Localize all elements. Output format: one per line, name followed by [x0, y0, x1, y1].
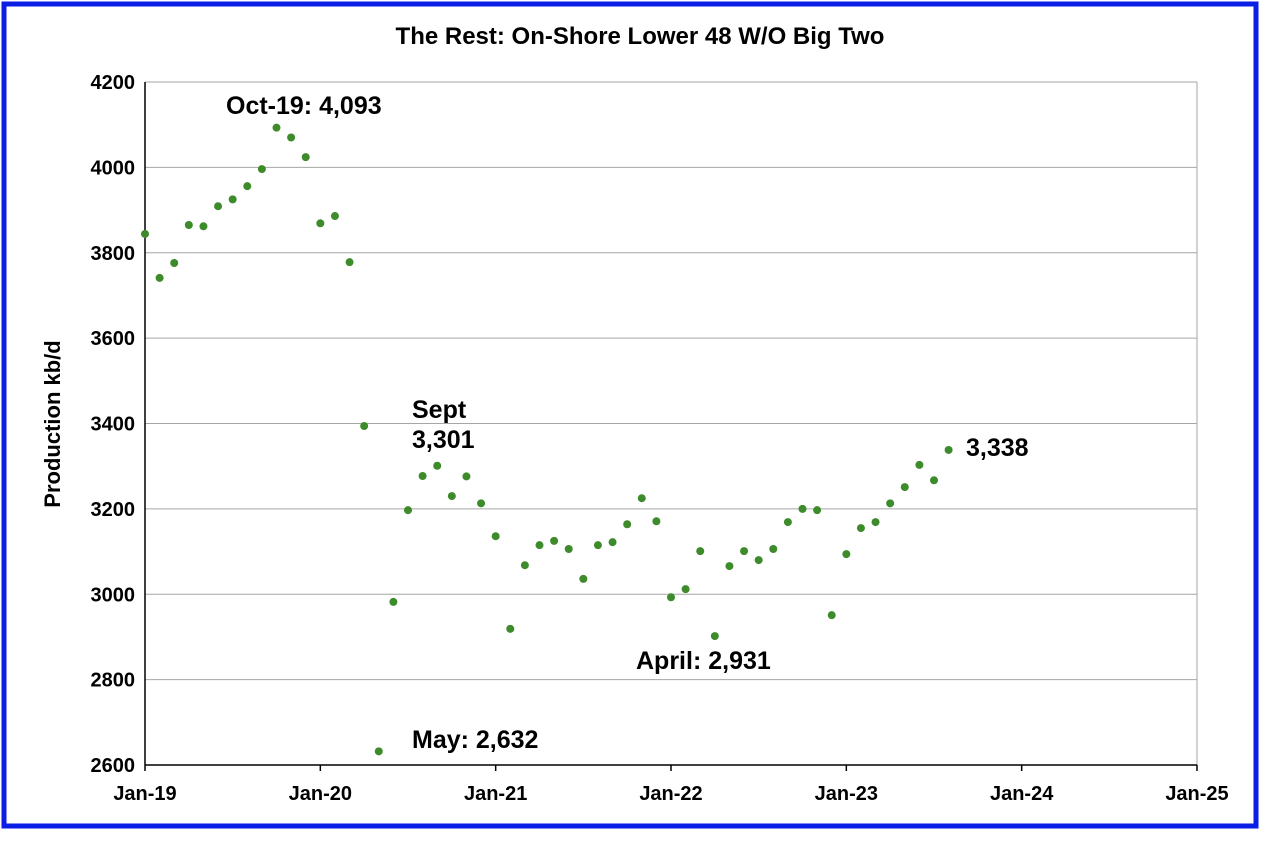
y-tick-label: 3800 — [91, 243, 136, 265]
data-point — [871, 518, 880, 527]
annotation: 3,338 — [966, 434, 1029, 462]
annotation: Oct-19: 4,093 — [226, 92, 382, 120]
data-point — [141, 229, 149, 238]
data-point — [243, 182, 252, 191]
data-point — [199, 222, 208, 231]
data-point — [360, 422, 369, 431]
x-tick-label: Jan-19 — [113, 783, 176, 805]
data-point — [798, 504, 807, 513]
data-point — [447, 492, 456, 501]
data-point — [842, 550, 851, 559]
data-point — [769, 545, 778, 554]
data-point — [579, 574, 588, 583]
data-point — [433, 461, 442, 470]
data-point — [287, 133, 296, 142]
y-tick-label: 4000 — [91, 157, 136, 179]
data-point — [637, 494, 646, 503]
data-point — [491, 532, 500, 541]
data-point — [228, 195, 237, 204]
data-point — [696, 547, 705, 556]
x-tick-label: Jan-22 — [639, 783, 702, 805]
data-point — [301, 153, 310, 162]
x-tick-label: Jan-21 — [464, 783, 527, 805]
data-point — [170, 258, 179, 267]
data-point — [374, 747, 383, 756]
data-point — [462, 472, 471, 481]
data-point — [520, 561, 529, 570]
data-point — [272, 123, 281, 132]
data-point — [550, 536, 559, 545]
data-point — [813, 506, 822, 515]
data-point — [506, 624, 515, 633]
data-point — [725, 562, 734, 571]
y-tick-label: 3000 — [91, 584, 136, 606]
data-point — [623, 520, 632, 529]
y-tick-label: 2600 — [91, 755, 136, 777]
data-point — [564, 545, 573, 554]
data-point — [608, 538, 617, 547]
data-point — [930, 476, 938, 485]
y-tick-label: 4200 — [91, 72, 136, 94]
annotation: 3,301 — [412, 426, 475, 454]
y-tick-label: 3600 — [91, 328, 136, 350]
data-point — [681, 585, 690, 594]
frame — [1, 1, 1259, 829]
chart-title: The Rest: On-Shore Lower 48 W/O Big Two — [396, 23, 885, 50]
data-point — [900, 483, 909, 492]
data-point — [155, 273, 164, 282]
x-tick-label: Jan-23 — [815, 783, 878, 805]
data-point — [652, 517, 661, 526]
x-tick-label: Jan-20 — [289, 783, 352, 805]
annotation: April: 2,931 — [636, 647, 771, 675]
data-point — [783, 518, 792, 527]
data-point — [477, 499, 486, 508]
data-point — [330, 212, 339, 221]
annotation: Sept — [412, 396, 467, 424]
data-point — [345, 258, 354, 267]
data-point — [754, 556, 763, 565]
data-point — [915, 460, 924, 469]
x-tick-label: Jan-24 — [990, 783, 1054, 805]
data-point — [886, 499, 895, 508]
data-point — [389, 597, 398, 606]
data-point — [316, 219, 325, 228]
data-point — [856, 524, 865, 533]
data-point — [944, 445, 953, 454]
data-point — [535, 541, 544, 550]
data-point — [257, 165, 266, 174]
y-tick-label: 3400 — [91, 414, 136, 436]
y-axis-label: Production kb/d — [40, 340, 65, 507]
y-tick-label: 3200 — [91, 499, 136, 521]
data-point — [710, 632, 719, 641]
data-point — [740, 547, 749, 556]
data-point — [184, 221, 193, 230]
data-point — [827, 611, 836, 620]
data-point — [404, 506, 412, 515]
data-point — [667, 593, 675, 602]
data-point — [214, 202, 223, 211]
data-point — [593, 541, 602, 550]
annotation: May: 2,632 — [412, 726, 538, 754]
data-point — [418, 472, 427, 481]
x-tick-label: Jan-25 — [1165, 783, 1228, 805]
y-tick-label: 2800 — [91, 670, 136, 692]
